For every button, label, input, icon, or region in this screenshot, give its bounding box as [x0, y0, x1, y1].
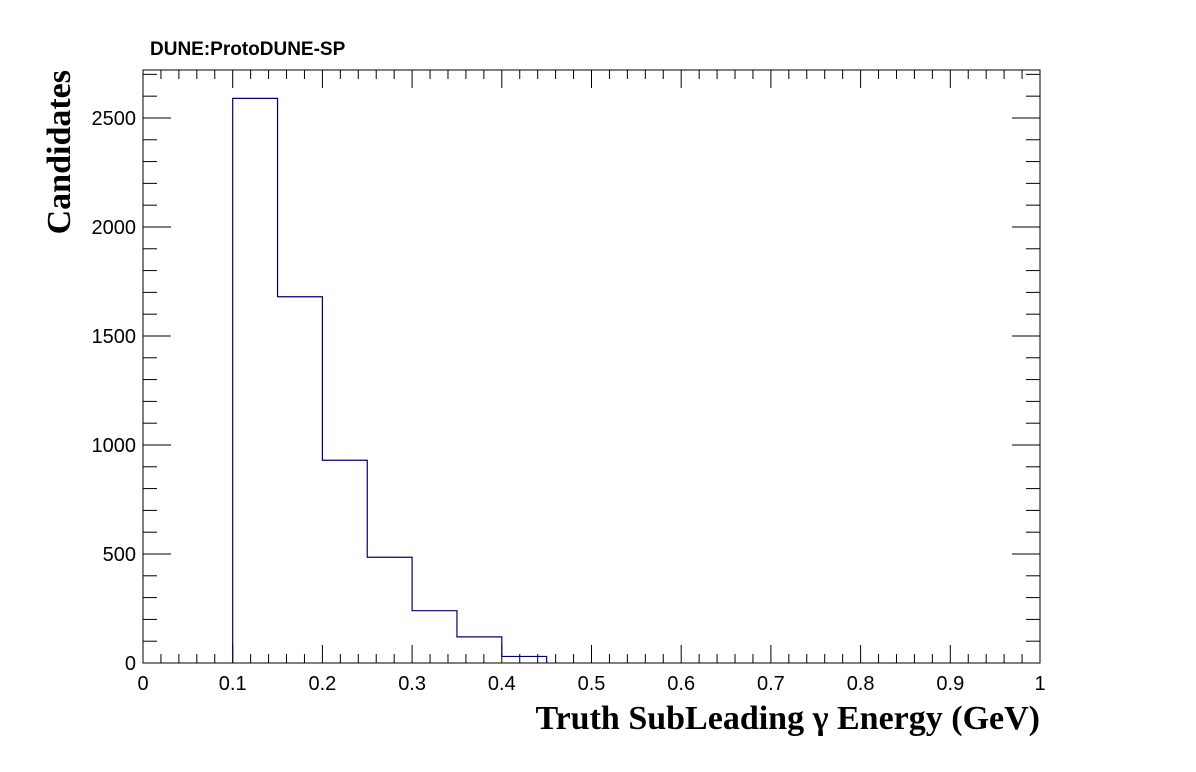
- x-tick-labels: 0 0.1 0.2 0.3 0.4 0.5 0.6 0.7 0.8 0.9 1: [137, 673, 1045, 695]
- x-tick-label: 0.3: [398, 673, 426, 695]
- x-tick-label: 0.1: [219, 673, 247, 695]
- y-tick-label: 0: [125, 653, 136, 675]
- x-tick-label: 0.4: [488, 673, 516, 695]
- x-tick-label: 0.9: [936, 673, 964, 695]
- x-tick-label: 0: [137, 673, 148, 695]
- x-tick-label: 0.8: [847, 673, 875, 695]
- plot-title: DUNE:ProtoDUNE-SP: [150, 39, 346, 60]
- x-tick-label: 0.6: [667, 673, 695, 695]
- y-tick-label: 2000: [92, 217, 137, 239]
- y-tick-label: 2500: [92, 108, 137, 130]
- y-axis-label: Candidates: [41, 70, 78, 234]
- x-tick-label: 0.5: [578, 673, 606, 695]
- y-tick-label: 1500: [92, 326, 137, 348]
- x-tick-label: 0.7: [757, 673, 785, 695]
- y-tick-label: 1000: [92, 435, 137, 457]
- x-tick-label: 0.2: [308, 673, 336, 695]
- x-axis-label: Truth SubLeading γ Energy (GeV): [535, 700, 1040, 737]
- histogram-outline: [232, 97, 548, 663]
- x-tick-label: 1: [1034, 673, 1045, 695]
- axis-ticks: [142, 70, 1041, 664]
- y-tick-labels: 0 500 1000 1500 2000 2500: [92, 108, 137, 675]
- y-tick-label: 500: [103, 544, 136, 566]
